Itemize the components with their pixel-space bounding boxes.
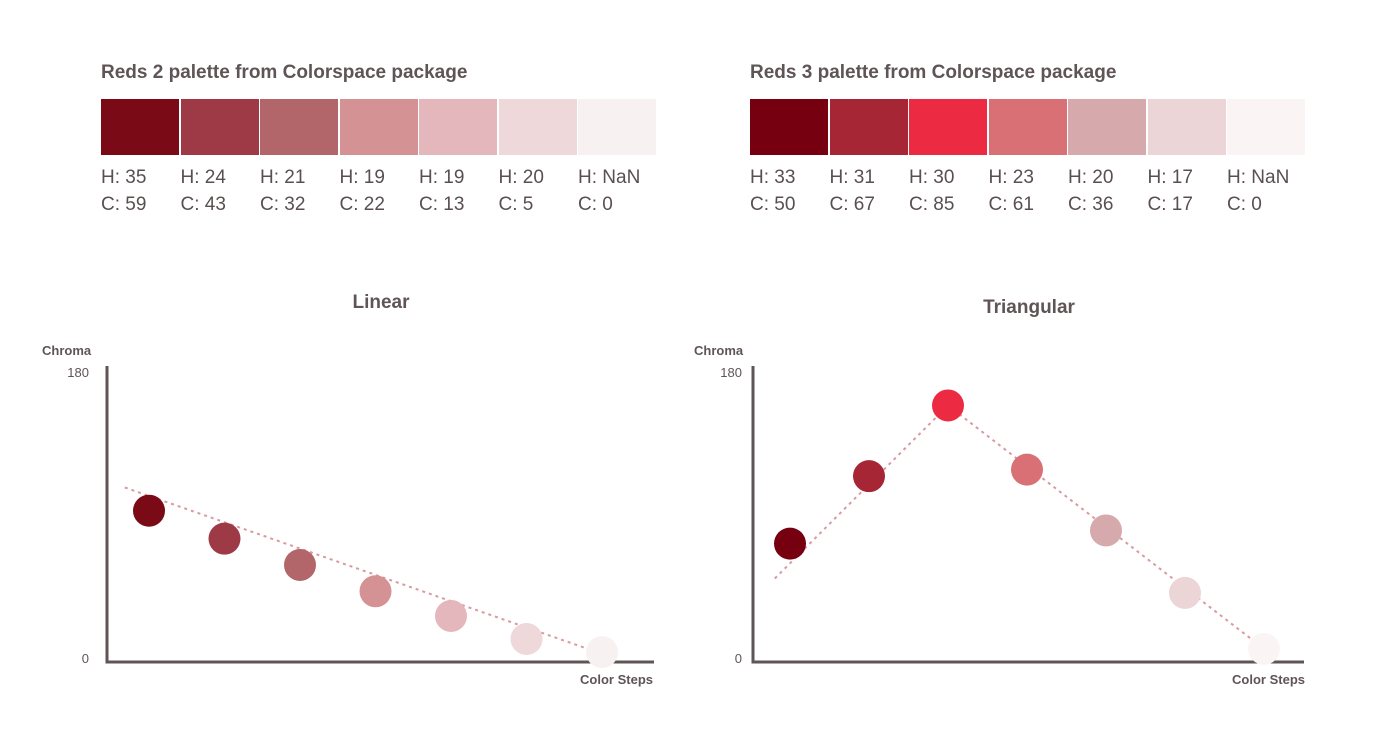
swatch <box>1068 99 1146 155</box>
swatch-labels: H: 35 C: 59 H: 24 C: 43 H: 21 C: 32 H: 19 C:… <box>101 164 661 218</box>
data-point <box>774 527 806 560</box>
chroma-value: C: 13 <box>419 194 465 215</box>
swatch <box>498 99 577 155</box>
data-point <box>359 575 392 608</box>
data-point <box>586 636 618 669</box>
swatch <box>578 99 656 155</box>
data-point <box>284 548 316 581</box>
swatch-label: H: 35 C: 59 <box>101 164 181 218</box>
chroma-value: C: 0 <box>578 194 613 215</box>
swatch <box>339 99 418 155</box>
swatch-label: H: 33 C: 50 <box>750 164 830 218</box>
swatch-label: H: 30 C: 85 <box>909 164 989 218</box>
hue-value: H: 19 <box>339 167 385 188</box>
chroma-value: C: 85 <box>909 194 955 215</box>
hue-value: H: 31 <box>829 167 875 188</box>
swatch-label: H: NaN C: 0 <box>578 164 658 218</box>
hue-value: H: 20 <box>498 167 544 188</box>
swatch-label: H: 24 C: 43 <box>181 164 261 218</box>
x-axis-label: Color Steps <box>1232 672 1305 687</box>
linear-chart: Chroma 180 0 Color Steps <box>42 343 654 687</box>
palette-title: Reds 3 palette from Colorspace package <box>750 62 1117 83</box>
swatch <box>829 99 908 155</box>
chroma-value: C: 43 <box>180 194 226 215</box>
swatch <box>1147 99 1226 155</box>
swatch <box>260 99 338 155</box>
chroma-value: C: 0 <box>1227 194 1262 215</box>
y-tick-label: 180 <box>720 365 742 380</box>
palette-reds-2: Reds 2 palette from Colorspace package H… <box>101 62 661 218</box>
hue-value: H: NaN <box>578 167 641 188</box>
swatch-label: H: 17 C: 17 <box>1148 164 1228 218</box>
hue-value: H: 24 <box>180 167 226 188</box>
y-tick-label: 180 <box>67 365 89 380</box>
y-axis-label: Chroma <box>694 343 744 358</box>
hue-value: H: 19 <box>419 167 465 188</box>
swatch <box>909 99 987 155</box>
data-point <box>1169 576 1201 609</box>
hue-value: H: 30 <box>909 167 955 188</box>
swatch-row <box>101 99 661 155</box>
data-point <box>853 460 885 493</box>
hue-value: H: 20 <box>1068 167 1114 188</box>
data-point <box>435 599 467 632</box>
swatch-labels: H: 33 C: 50 H: 31 C: 67 H: 30 C: 85 H: 23 C:… <box>750 164 1310 218</box>
data-point <box>1248 632 1280 665</box>
palette-reds-3: Reds 3 palette from Colorspace package H… <box>750 62 1310 218</box>
data-point <box>510 622 543 655</box>
chart-title-linear: Linear <box>352 292 410 313</box>
chroma-value: C: 50 <box>750 194 796 215</box>
hue-value: H: 33 <box>750 167 796 188</box>
swatch-label: H: 21 C: 32 <box>260 164 340 218</box>
data-point <box>133 494 165 527</box>
y-tick-label: 0 <box>82 651 89 666</box>
chart-title-triangular: Triangular <box>983 297 1075 318</box>
swatch-row <box>750 99 1310 155</box>
chroma-value: C: 36 <box>1068 194 1114 215</box>
swatch-label: H: 31 C: 67 <box>830 164 910 218</box>
chroma-value: C: 17 <box>1147 194 1193 215</box>
data-point <box>1090 514 1122 547</box>
swatch <box>101 99 179 155</box>
palette-title: Reds 2 palette from Colorspace package <box>101 62 468 83</box>
swatch-label: H: 23 C: 61 <box>989 164 1069 218</box>
y-tick-label: 0 <box>735 651 742 666</box>
chroma-value: C: 32 <box>260 194 306 215</box>
swatch-label: H: NaN C: 0 <box>1227 164 1307 218</box>
swatch <box>750 99 828 155</box>
x-axis-label: Color Steps <box>580 672 653 687</box>
triangular-chart: Chroma 180 0 Color Steps <box>694 343 1305 687</box>
swatch <box>419 99 497 155</box>
trend-line <box>774 404 1265 650</box>
chroma-value: C: 5 <box>498 194 534 215</box>
data-point <box>932 389 964 422</box>
swatch-label: H: 19 C: 13 <box>419 164 499 218</box>
chroma-value: C: 22 <box>339 194 385 215</box>
data-point <box>1011 453 1043 486</box>
swatch <box>988 99 1067 155</box>
hue-value: H: 21 <box>260 167 306 188</box>
chroma-value: C: 61 <box>988 194 1034 215</box>
swatch <box>1227 99 1305 155</box>
data-point <box>208 522 241 555</box>
hue-value: H: NaN <box>1227 167 1290 188</box>
chroma-value: C: 59 <box>101 194 147 215</box>
y-axis-label: Chroma <box>42 343 92 358</box>
hue-value: H: 17 <box>1147 167 1193 188</box>
chroma-value: C: 67 <box>829 194 875 215</box>
swatch <box>180 99 259 155</box>
swatch-label: H: 19 C: 22 <box>340 164 420 218</box>
hue-value: H: 35 <box>101 167 147 188</box>
swatch-label: H: 20 C: 5 <box>499 164 579 218</box>
hue-value: H: 23 <box>988 167 1034 188</box>
swatch-label: H: 20 C: 36 <box>1068 164 1148 218</box>
